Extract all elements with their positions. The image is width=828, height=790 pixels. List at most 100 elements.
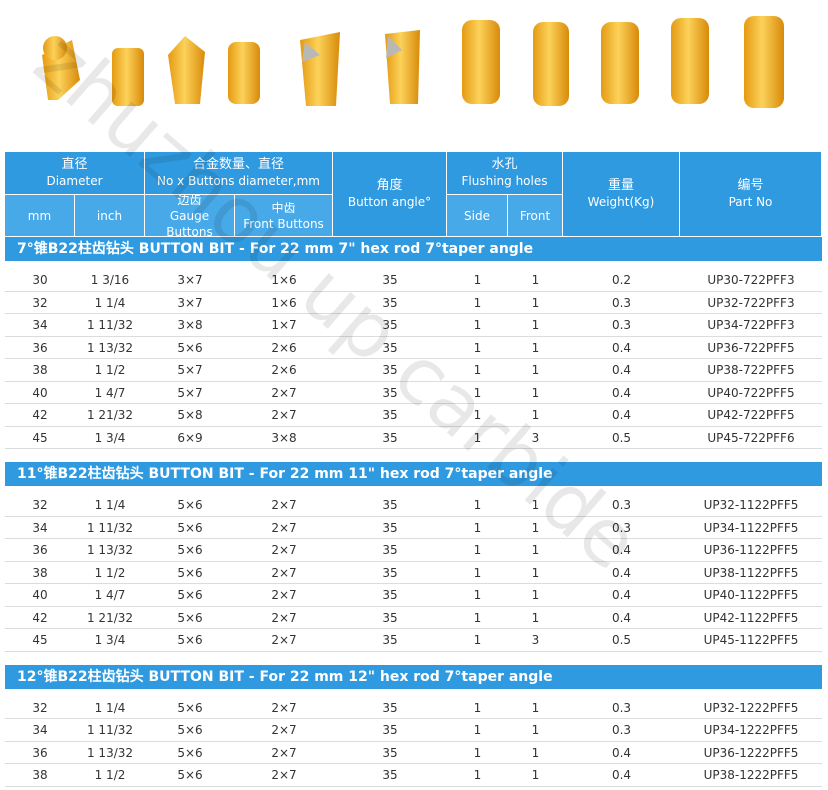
row-divider: [5, 740, 822, 742]
table-cell: 35: [382, 565, 398, 580]
table-cell: 38: [32, 565, 48, 580]
row-divider: [5, 650, 822, 652]
row-divider: [5, 560, 822, 562]
table-cell: 5×7: [177, 363, 203, 377]
row-divider: [5, 718, 822, 719]
table-cell: UP34-722PFF3: [707, 318, 795, 332]
table-cell: 35: [382, 745, 398, 760]
table-cell: 1: [531, 520, 540, 535]
table-cell: 1: [473, 745, 482, 760]
table-cell: 1: [473, 363, 482, 377]
header-text: 重量: [607, 178, 634, 193]
subheader-text: inch: [96, 208, 123, 223]
table-cell: UP45-1122PFF5: [703, 633, 799, 647]
table-cell: 3: [531, 633, 540, 647]
subheader-text: mm: [27, 208, 52, 223]
header-text: 角度: [376, 178, 403, 193]
table-cell: 2×7: [271, 588, 297, 602]
table-cell: 1: [531, 610, 540, 625]
table-cell: UP32-722PFF3: [707, 295, 795, 310]
table-cell: 35: [382, 430, 398, 445]
table-cell: 5×6: [177, 633, 203, 647]
table-cell: 0.4: [611, 385, 632, 400]
table-cell: 5×6: [177, 520, 203, 535]
table-cell: UP36-722PFF5: [707, 340, 795, 355]
row-divider: [5, 403, 822, 404]
table-cell: 5×6: [177, 610, 203, 625]
table-cell: 5×6: [177, 723, 203, 737]
table-cell: 1: [531, 700, 540, 715]
table-cell: UP36-1122PFF5: [703, 543, 799, 557]
table-cell: 35: [382, 408, 398, 422]
table-cell: 3: [531, 430, 540, 445]
table-cell: UP40-722PFF5: [707, 385, 795, 400]
table-cell: 1 1/4: [94, 700, 126, 715]
table-cell: 45: [32, 430, 48, 445]
table-cell: 0.5: [611, 430, 632, 445]
table-cell: 1×7: [271, 318, 297, 332]
table-cell: 35: [382, 318, 398, 332]
table-cell: 1 21/32: [86, 408, 134, 422]
subheader-text: 中齿: [271, 200, 296, 215]
table-cell: 1 11/32: [86, 520, 134, 535]
table-cell: 1: [531, 768, 540, 782]
table-cell: 1 11/32: [86, 723, 134, 737]
table-cell: 1 1/2: [94, 565, 126, 580]
table-cell: 1: [473, 700, 482, 715]
subheader-text: 边齿: [177, 192, 202, 207]
table-cell: 3×8: [177, 318, 203, 332]
header-cell: 合金数量、直径 No x Buttons diameter,mm: [145, 152, 333, 195]
table-cell: 1 11/32: [86, 318, 134, 332]
table-cell: 1 4/7: [94, 588, 126, 602]
table-cell: 2×7: [271, 385, 297, 400]
table-cell: 5×8: [177, 408, 203, 422]
table-cell: 35: [382, 498, 398, 512]
subheader-cell: 中齿 Front Buttons: [235, 195, 333, 237]
table-cell: 5×6: [177, 340, 203, 355]
table-cell: UP40-1122PFF5: [703, 588, 799, 602]
table-cell: 1: [473, 498, 482, 512]
table-cell: 40: [32, 385, 48, 400]
table-cell: 2×7: [271, 543, 297, 557]
table-cell: UP42-722PFF5: [707, 408, 795, 422]
subheader-cell: 边齿 Gauge Buttons: [145, 192, 235, 239]
table-cell: 0.4: [611, 610, 632, 625]
subheader-cell: Side: [447, 195, 508, 237]
table-cell: 1: [473, 565, 482, 580]
subheader-text: Gauge Buttons: [166, 208, 213, 239]
table-cell: 1: [473, 385, 482, 400]
table-cell: 2×7: [271, 745, 297, 760]
table-cell: 5×6: [177, 543, 203, 557]
table-cell: 1 1/2: [94, 768, 126, 782]
table-cell: 1 13/32: [86, 340, 134, 355]
header-text: 编号: [737, 178, 764, 193]
row-divider: [5, 448, 822, 449]
table-cell: 1 1/2: [94, 363, 126, 377]
table-cell: 0.4: [611, 408, 632, 422]
table-cell: 30: [32, 273, 48, 287]
subheader-text: Front Buttons: [243, 216, 324, 231]
table-cell: 1: [531, 318, 540, 332]
table-cell: 5×6: [177, 588, 203, 602]
table-cell: UP38-722PFF5: [707, 363, 795, 377]
table-cell: UP32-1122PFF5: [703, 498, 799, 512]
table-cell: 1: [473, 588, 482, 602]
subheader-cell: mm: [5, 195, 75, 237]
table-cell: 1×6: [271, 273, 297, 287]
table-cell: 1 13/32: [86, 543, 134, 557]
table-cell: 35: [382, 385, 398, 400]
row-divider: [5, 313, 822, 314]
table-cell: 0.4: [611, 745, 632, 760]
header-cell: 重量 Weight(Kg): [563, 152, 680, 237]
header-cell: 直径 Diameter: [5, 152, 145, 195]
table-cell: 2×7: [271, 520, 297, 535]
table-cell: 1: [473, 543, 482, 557]
header-text: Part No: [728, 195, 773, 209]
table-cell: 1: [531, 498, 540, 512]
row-divider: [5, 605, 822, 607]
table-cell: 35: [382, 340, 398, 355]
section-title: 12°锥B22柱齿钻头 BUTTON BIT - For 22 mm 12" h…: [5, 664, 822, 689]
table-cell: 35: [382, 768, 398, 782]
table-cell: 1 3/4: [94, 430, 126, 445]
